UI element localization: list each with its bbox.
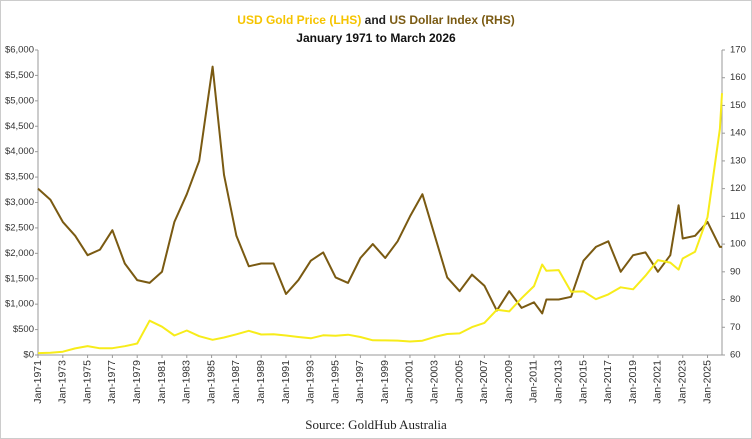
x-tick-label: Jan-2023 [677, 360, 689, 404]
x-tick-label: Jan-2019 [627, 360, 639, 404]
y2-tick-label: 140 [730, 128, 746, 139]
title-join: and [365, 13, 386, 27]
x-tick-label: Jan-2007 [478, 360, 490, 404]
series-line [37, 65, 722, 315]
chart-subtitle: January 1971 to March 2026 [296, 31, 456, 45]
y2-tick-label: 80 [730, 294, 741, 305]
y-tick-label: $1,500 [5, 273, 34, 284]
y2-tick-label: 100 [730, 239, 746, 250]
y-tick-label: $500 [13, 324, 34, 335]
y2-tick-label: 170 [730, 45, 746, 56]
y2-tick-label: 150 [730, 100, 746, 111]
x-tick-label: Jan-2009 [503, 360, 515, 404]
y2-tick-label: 110 [730, 211, 745, 222]
y2-tick-label: 130 [730, 155, 746, 166]
chart-title: USD Gold Price (LHS) and US Dollar Index… [237, 13, 514, 27]
x-tick-label: Jan-1979 [131, 360, 143, 404]
y2-tick-label: 160 [730, 72, 746, 83]
y-tick-label: $0 [23, 350, 34, 361]
x-tick-label: Jan-2001 [404, 360, 416, 404]
x-tick-label: Jan-1999 [379, 360, 391, 404]
y-tick-label: $2,500 [5, 222, 34, 233]
y2-tick-label: 70 [730, 322, 741, 333]
x-tick-label: Jan-2013 [553, 360, 565, 404]
series-line [37, 93, 723, 355]
y-tick-label: $2,000 [5, 248, 34, 259]
x-tick-label: Jan-1983 [181, 360, 193, 404]
title-dollar: US Dollar Index (RHS) [389, 13, 514, 27]
x-tick-label: Jan-1995 [329, 360, 341, 404]
x-tick-label: Jan-1985 [205, 360, 217, 404]
x-tick-label: Jan-1997 [354, 360, 366, 404]
x-tick-label: Jan-1975 [81, 360, 93, 404]
y-tick-label: $3,500 [5, 172, 34, 183]
x-tick-label: Jan-2025 [701, 360, 713, 404]
x-tick-label: Jan-1973 [57, 360, 69, 404]
y2-tick-label: 90 [730, 266, 741, 277]
x-tick-label: Jan-1971 [32, 360, 44, 404]
x-tick-label: Jan-1981 [156, 360, 168, 404]
x-tick-label: Jan-2011 [528, 360, 540, 403]
x-tick-label: Jan-2003 [429, 360, 441, 404]
x-tick-label: Jan-2017 [602, 360, 614, 404]
x-tick-label: Jan-1991 [280, 360, 292, 404]
x-tick-label: Jan-2015 [577, 360, 589, 404]
y-tick-label: $5,500 [5, 70, 34, 81]
y2-tick-label: 120 [730, 183, 746, 194]
x-tick-label: Jan-1977 [106, 360, 118, 404]
y-tick-label: $3,000 [5, 197, 34, 208]
x-tick-label: Jan-1989 [255, 360, 267, 404]
y-tick-label: $1,000 [5, 299, 34, 310]
y-tick-label: $4,000 [5, 146, 34, 157]
x-tick-label: Jan-2021 [652, 360, 664, 404]
y-tick-label: $6,000 [5, 45, 34, 56]
y-tick-label: $4,500 [5, 121, 34, 132]
x-tick-label: Jan-2005 [453, 360, 465, 404]
source: Source: GoldHub Australia [305, 417, 447, 432]
x-tick-label: Jan-1987 [230, 360, 242, 404]
title-gold: USD Gold Price (LHS) [237, 13, 361, 27]
x-tick-label: Jan-1993 [305, 360, 317, 404]
y-tick-label: $5,000 [5, 95, 34, 106]
y2-tick-label: 60 [730, 350, 741, 361]
